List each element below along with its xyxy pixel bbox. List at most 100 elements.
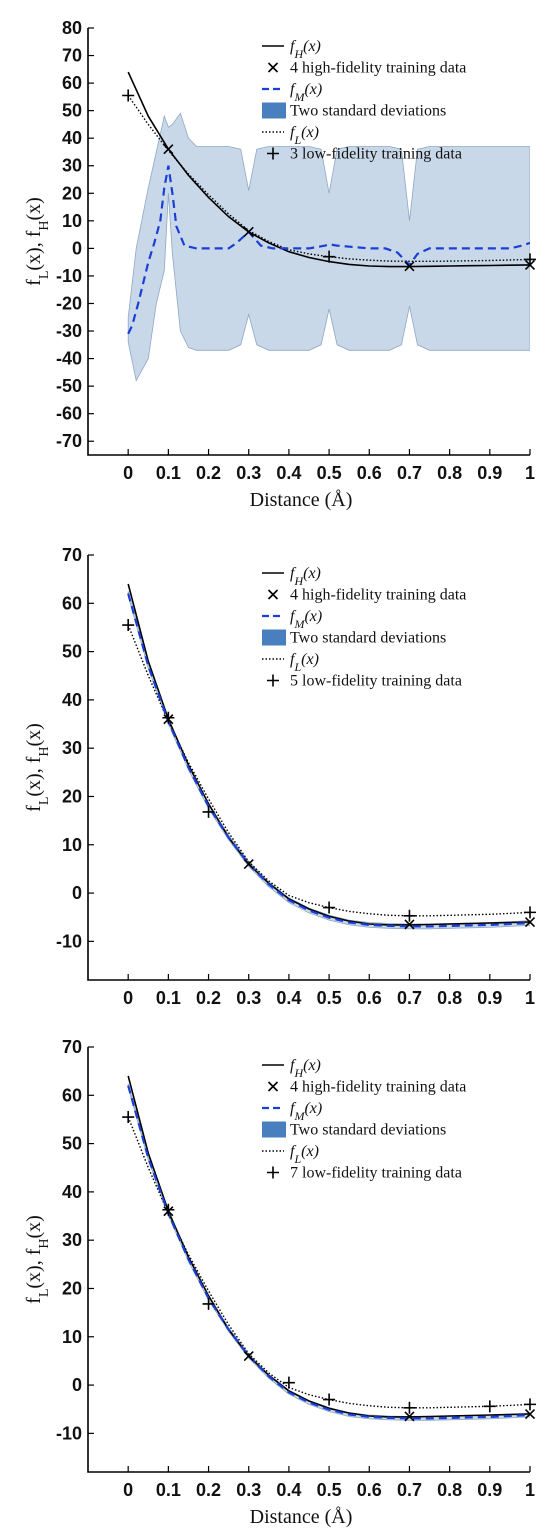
y-axis-title: fL(x), fH(x) (23, 723, 52, 812)
legend-band-swatch (262, 102, 286, 119)
legend-label: fM(x) (290, 608, 322, 631)
y-tick-label: 50 (62, 1134, 82, 1154)
y-tick-label: -10 (56, 931, 82, 951)
x-tick-label: 1 (525, 1480, 535, 1500)
legend-label: Two standard deviations (290, 630, 446, 647)
x-tick-label: 0 (123, 988, 133, 1008)
y-tick-label: 40 (62, 690, 82, 710)
legend-x-marker (267, 1081, 279, 1092)
legend-symbol (267, 62, 279, 73)
low-fidelity-point (162, 711, 175, 724)
legend-label: Two standard deviations (290, 1122, 446, 1139)
low-fidelity-point (122, 1111, 135, 1124)
y-axis-title: fL(x), fH(x) (23, 1215, 52, 1304)
legend-label: 4 high-fidelity training data (290, 1079, 466, 1096)
high-fidelity-line (127, 1075, 530, 1418)
y-tick-label: 70 (62, 46, 82, 66)
low-fidelity-point (403, 1401, 416, 1414)
high-fidelity-point (524, 916, 536, 928)
x-tick-label: 0.6 (357, 1480, 382, 1500)
y-tick-label: -30 (56, 321, 82, 341)
x-tick-label: 0.3 (236, 463, 261, 483)
low-fidelity-point (524, 1398, 536, 1411)
legend-plus-marker (267, 1166, 279, 1179)
legend-x-marker (267, 62, 279, 73)
legend-symbol (262, 1121, 286, 1138)
x-tick-label: 0.7 (397, 463, 422, 483)
x-tick-label: 0.4 (276, 463, 301, 483)
low-fidelity-point (483, 1400, 496, 1413)
y-tick-label: 20 (62, 786, 82, 806)
x-tick-label: 1 (525, 988, 535, 1008)
y-tick-label: 80 (62, 18, 82, 38)
y-tick-label: -60 (56, 404, 82, 424)
y-tick-label: -70 (56, 431, 82, 451)
legend-label: fM(x) (290, 1100, 322, 1123)
x-tick-label: 0.8 (437, 988, 462, 1008)
legend-label: 4 high-fidelity training data (290, 60, 466, 77)
low-fidelity-point (122, 619, 135, 632)
legend-band-swatch (262, 1121, 286, 1138)
y-tick-label: 30 (62, 738, 82, 758)
x-tick-label: 0.6 (357, 988, 382, 1008)
y-tick-label: 40 (62, 128, 82, 148)
plot-area (127, 71, 530, 382)
x-tick-label: 0 (123, 463, 133, 483)
legend-symbol (267, 147, 279, 160)
y-tick-label: 20 (62, 183, 82, 203)
high-fidelity-point (243, 226, 254, 237)
legend-label: fL(x) (290, 1143, 319, 1166)
x-tick-label: 0.9 (477, 463, 502, 483)
legend-plus-marker (267, 147, 279, 160)
y-tick-label: 30 (62, 156, 82, 176)
x-axis-title: Distance (Å) (250, 489, 353, 511)
y-tick-label: 0 (72, 238, 82, 258)
legend-label: fM(x) (290, 81, 322, 104)
x-tick-label: 1 (525, 463, 535, 483)
model-prediction-line (127, 165, 530, 335)
legend-label: fH(x) (290, 565, 321, 588)
low-fidelity-point (323, 901, 336, 914)
high-fidelity-point (243, 1351, 254, 1362)
chart-panel-2: 0 0.1 0.2 0.3 0.4 0.5 0.6 0.7 0.8 0.9 1 70 60 50 40 30 2… (23, 545, 536, 1008)
legend-symbol (267, 674, 279, 687)
legend-label: fH(x) (290, 38, 321, 61)
x-tick-label: 0.1 (156, 1480, 181, 1500)
y-tick-label: 50 (62, 642, 82, 662)
low-fidelity-point (162, 1203, 175, 1216)
model-prediction-line (127, 593, 530, 928)
high-fidelity-point (163, 144, 174, 155)
y-tick-label: 0 (72, 883, 82, 903)
low-fidelity-point (403, 909, 416, 922)
x-tick-label: 0.9 (477, 988, 502, 1008)
legend-symbol (262, 102, 286, 119)
y-tick-label: 70 (62, 1037, 82, 1057)
x-tick-label: 0.6 (357, 463, 382, 483)
legend-symbol (267, 1081, 279, 1092)
legend-label: fH(x) (290, 1057, 321, 1080)
legend-plus-marker (267, 674, 279, 687)
low-fidelity-line (127, 1116, 530, 1409)
y-tick-label: 30 (62, 1230, 82, 1250)
x-tick-label: 0.8 (437, 1480, 462, 1500)
y-tick-label: 60 (62, 1085, 82, 1105)
axes-frame (87, 28, 530, 456)
x-tick-label: 0.1 (156, 463, 181, 483)
low-fidelity-point (282, 1376, 295, 1389)
low-fidelity-point (323, 250, 336, 263)
y-tick-label: 10 (62, 835, 82, 855)
y-tick-label: -20 (56, 293, 82, 313)
legend-band-swatch (262, 629, 286, 646)
x-tick-label: 0.7 (397, 1480, 422, 1500)
legend-symbol (267, 589, 279, 600)
low-fidelity-point (524, 906, 536, 919)
legend-x-marker (267, 589, 279, 600)
legend-symbol (267, 1166, 279, 1179)
x-tick-label: 0.4 (276, 988, 301, 1008)
x-tick-label: 0.4 (276, 1480, 301, 1500)
x-tick-label: 0.2 (196, 463, 221, 483)
y-tick-label: 0 (72, 1375, 82, 1395)
x-axis-title: Distance (Å) (250, 1506, 353, 1528)
x-tick-label: 0 (123, 1480, 133, 1500)
